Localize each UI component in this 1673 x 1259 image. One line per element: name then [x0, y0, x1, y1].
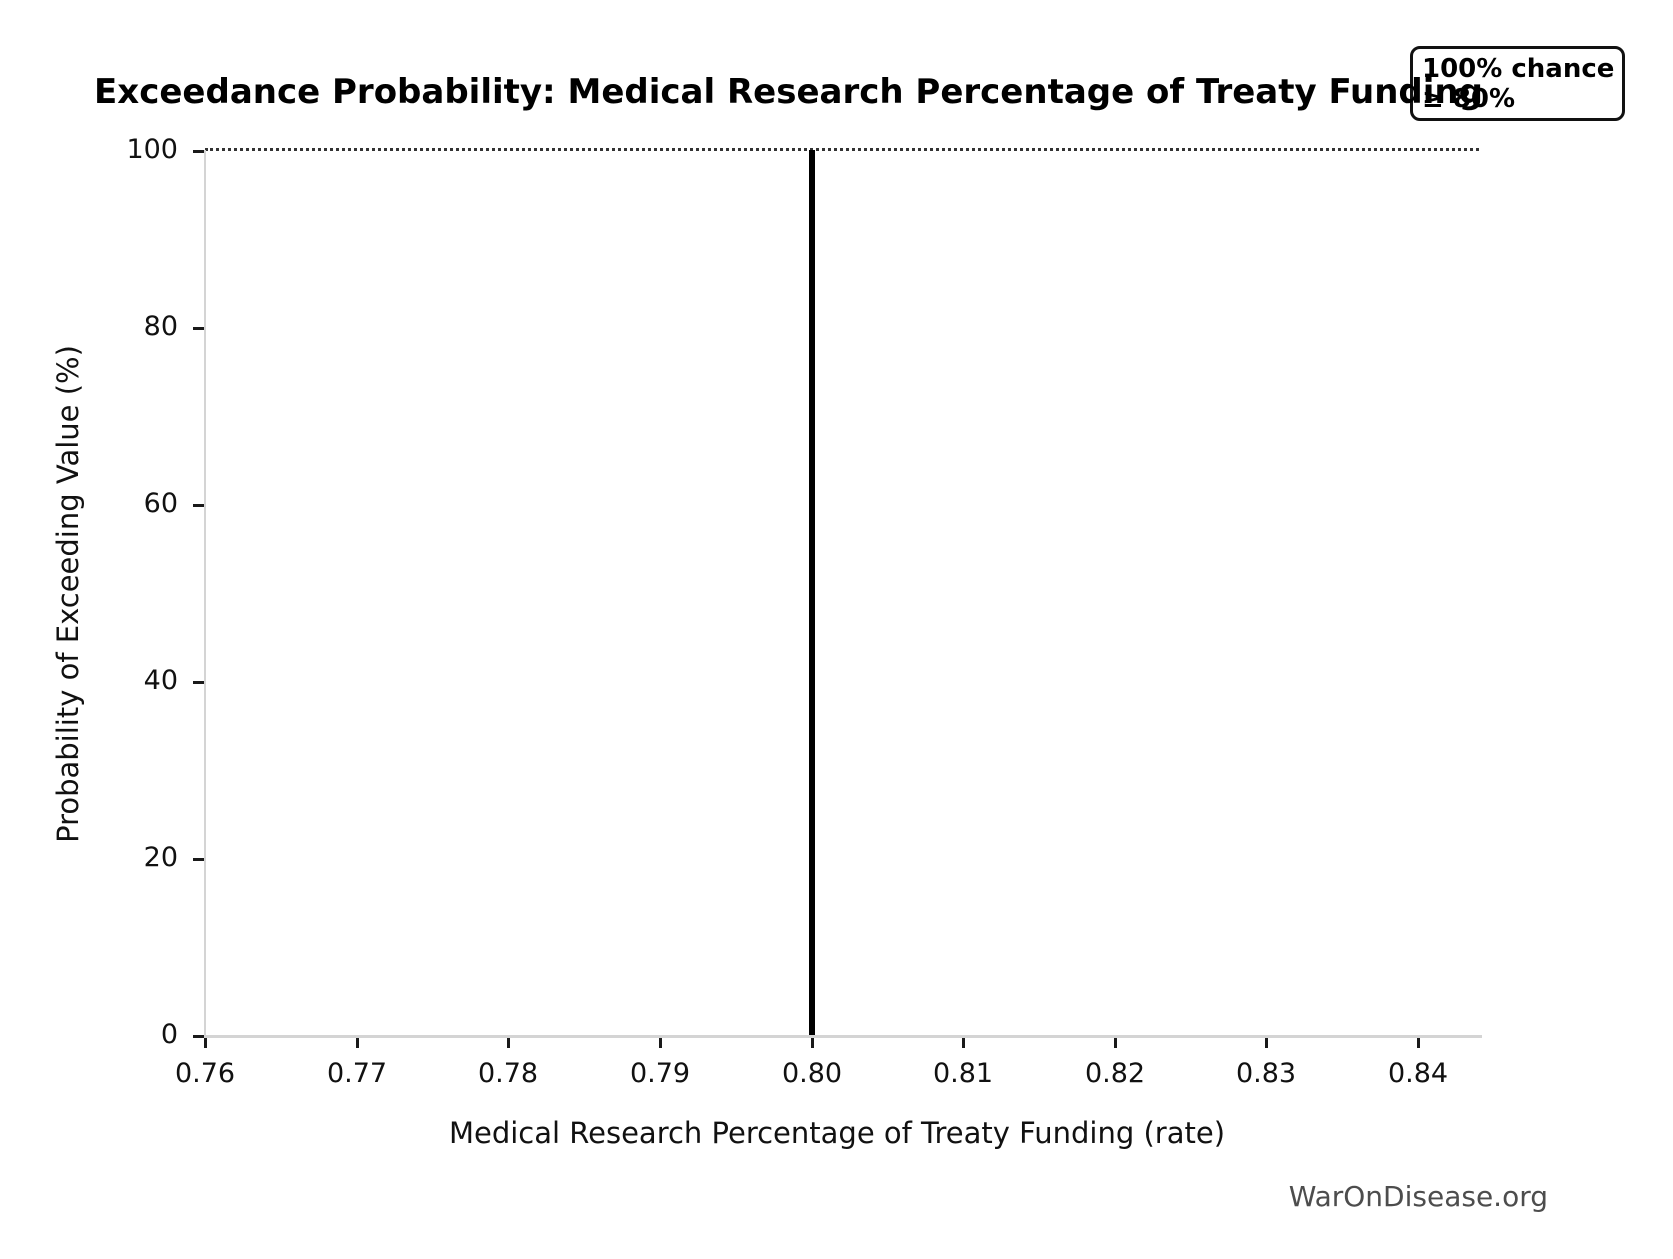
annotation-text: 100% chance ≥ 80% — [1410, 46, 1625, 114]
x-axis-spine — [204, 1035, 1482, 1038]
x-tick-label: 0.78 — [477, 1058, 539, 1089]
x-tick-label: 0.79 — [629, 1058, 691, 1089]
y-tick-label: 80 — [143, 311, 178, 342]
y-tick-label: 20 — [143, 842, 178, 873]
watermark: WarOnDisease.org — [1288, 1180, 1548, 1213]
x-tick-label: 0.76 — [174, 1058, 236, 1089]
y-tick-label: 60 — [143, 488, 178, 519]
y-tick-mark — [193, 504, 204, 507]
exceedance-step-line — [809, 150, 815, 1037]
y-tick-label: 100 — [126, 134, 178, 165]
y-axis-spine — [204, 150, 206, 1038]
x-tick-mark — [1265, 1038, 1268, 1048]
y-tick-label: 40 — [143, 665, 178, 696]
annotation-line-1: 100% chance — [1422, 54, 1615, 84]
x-axis-label: Medical Research Percentage of Treaty Fu… — [448, 1116, 1226, 1150]
x-tick-label: 0.83 — [1235, 1058, 1297, 1089]
x-tick-mark — [204, 1038, 207, 1048]
y-tick-mark — [193, 1035, 204, 1038]
reference-dotted-line-100pct — [205, 148, 1479, 151]
y-axis-label: Probability of Exceeding Value (%) — [51, 345, 85, 843]
x-tick-mark — [356, 1038, 359, 1048]
x-tick-mark — [1417, 1038, 1420, 1048]
y-tick-mark — [193, 327, 204, 330]
y-tick-mark — [193, 858, 204, 861]
y-tick-mark — [193, 150, 204, 153]
x-tick-label: 0.77 — [326, 1058, 388, 1089]
chart-title: Exceedance Probability: Medical Research… — [94, 72, 1483, 112]
x-tick-mark — [1114, 1038, 1117, 1048]
x-tick-label: 0.81 — [932, 1058, 994, 1089]
y-tick-mark — [193, 681, 204, 684]
x-tick-label: 0.82 — [1084, 1058, 1146, 1089]
annotation-box — [1410, 46, 1625, 121]
x-tick-mark — [811, 1038, 814, 1048]
y-tick-label: 0 — [160, 1019, 178, 1050]
annotation-line-2: ≥ 80% — [1422, 84, 1516, 114]
x-tick-label: 0.84 — [1387, 1058, 1449, 1089]
x-tick-label: 0.80 — [781, 1058, 843, 1089]
x-tick-mark — [962, 1038, 965, 1048]
x-tick-mark — [659, 1038, 662, 1048]
x-tick-mark — [507, 1038, 510, 1048]
